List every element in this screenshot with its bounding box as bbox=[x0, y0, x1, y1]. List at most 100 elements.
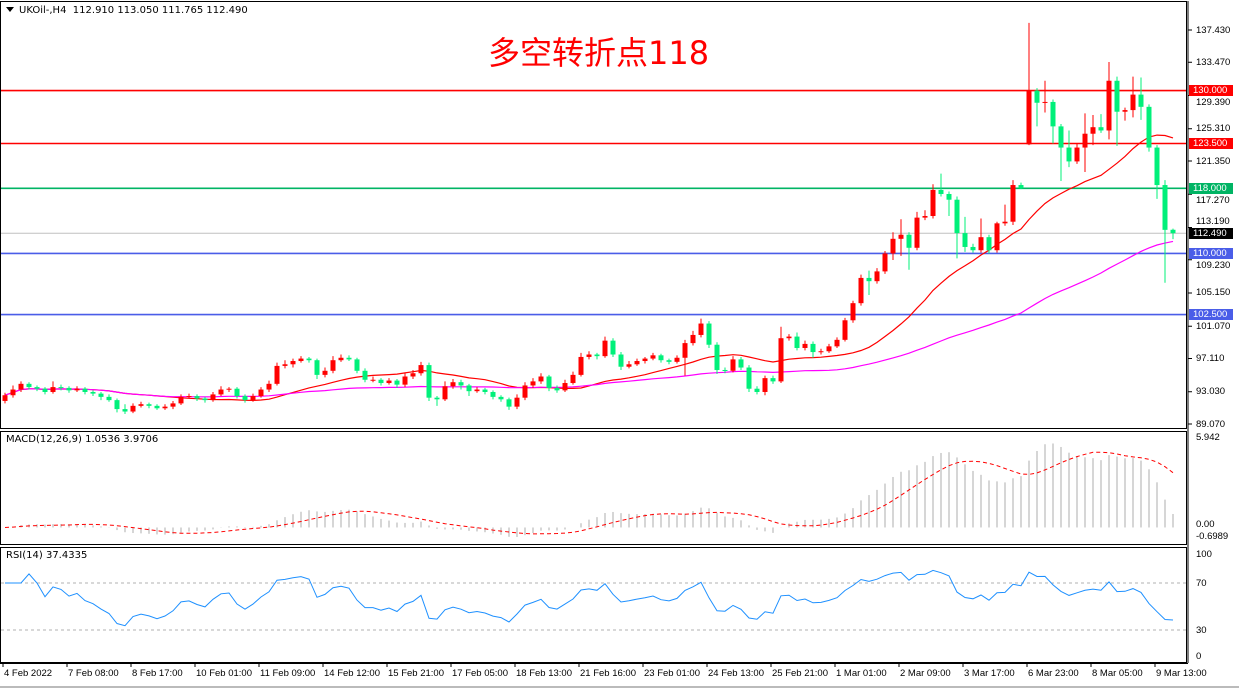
candle-bear bbox=[482, 389, 488, 392]
candle-bull bbox=[642, 358, 648, 362]
candle-bull bbox=[530, 381, 536, 386]
candle-bull bbox=[474, 389, 480, 392]
candle-bear bbox=[394, 380, 400, 385]
candle-bear bbox=[754, 388, 760, 392]
candle-bear bbox=[722, 369, 728, 371]
candle-bull bbox=[1082, 133, 1088, 148]
candle-bear bbox=[986, 237, 992, 251]
candle-bull bbox=[370, 379, 376, 381]
candle-bull bbox=[1042, 101, 1048, 103]
candle-bear bbox=[706, 323, 712, 345]
candle-bull bbox=[1002, 221, 1008, 224]
candle-bear bbox=[498, 396, 504, 400]
candle-bear bbox=[1138, 94, 1144, 107]
candle-bull bbox=[282, 364, 288, 366]
candle-bear bbox=[434, 397, 440, 400]
candle-bull bbox=[858, 277, 864, 304]
price-tag-110.000: 110.000 bbox=[1189, 247, 1233, 259]
candle-bear bbox=[114, 400, 120, 410]
candle-bear bbox=[906, 234, 912, 248]
symbol-label: UKOil-,H4 bbox=[19, 5, 67, 16]
price-tag-130.000: 130.000 bbox=[1189, 85, 1233, 97]
candle-bull bbox=[522, 385, 528, 398]
candle-bull bbox=[258, 389, 264, 397]
candle-bull bbox=[842, 320, 848, 340]
time-tick-label: 10 Feb 01:00 bbox=[196, 668, 252, 679]
candle-bear bbox=[946, 194, 952, 200]
candle-bull bbox=[674, 357, 680, 362]
price-tick-label: 101.070 bbox=[1196, 320, 1231, 332]
chart-annotation-text: 多空转折点118 bbox=[488, 34, 710, 72]
candle-bull bbox=[802, 343, 808, 348]
time-axis-line bbox=[0, 663, 1188, 664]
candle-bull bbox=[322, 370, 328, 375]
candle-bull bbox=[266, 383, 272, 390]
candle-bull bbox=[826, 346, 832, 352]
candle-bull bbox=[410, 373, 416, 377]
price-tick-label: 133.470 bbox=[1196, 56, 1231, 68]
time-tick-label: 9 Mar 13:00 bbox=[1156, 668, 1207, 679]
price-chart-panel[interactable] bbox=[0, 1, 1187, 429]
candle-bull bbox=[330, 360, 336, 371]
candle-bull bbox=[274, 365, 280, 384]
candle-bull bbox=[978, 237, 984, 251]
time-tick-label: 3 Mar 17:00 bbox=[964, 668, 1015, 679]
candle-bull bbox=[898, 234, 904, 239]
candle-bull bbox=[1074, 147, 1080, 162]
price-tag-102.500: 102.500 bbox=[1189, 309, 1233, 321]
rsi-title: RSI(14) 37.4335 bbox=[6, 550, 88, 561]
rsi-tick-label: 0 bbox=[1196, 651, 1202, 662]
candle-bull bbox=[50, 387, 56, 392]
price-tag-118.000: 118.000 bbox=[1189, 182, 1233, 194]
candle-bull bbox=[186, 396, 192, 398]
candle-bear bbox=[1018, 185, 1024, 189]
candle-bull bbox=[298, 358, 304, 362]
time-tick-label: 8 Mar 05:00 bbox=[1092, 668, 1143, 679]
rsi-tick-label: 30 bbox=[1196, 624, 1207, 636]
candle-bear bbox=[714, 344, 720, 370]
candle-bull bbox=[1010, 185, 1016, 222]
candle-bear bbox=[866, 277, 872, 282]
candle-bear bbox=[810, 343, 816, 353]
candle-bear bbox=[362, 370, 368, 380]
candle-bull bbox=[922, 216, 928, 218]
macd-signal-line bbox=[4, 451, 1174, 535]
ohlc-readout: 112.910 113.050 111.765 112.490 bbox=[72, 5, 248, 16]
candle-bull bbox=[602, 340, 608, 357]
candle-bull bbox=[1090, 127, 1096, 134]
candle-bear bbox=[1146, 106, 1152, 148]
candle-bull bbox=[850, 303, 856, 321]
candle-bear bbox=[378, 379, 384, 384]
candle-bull bbox=[818, 351, 824, 353]
candle-bull bbox=[578, 356, 584, 375]
price-tick-label: 125.310 bbox=[1196, 123, 1231, 135]
candle-bull bbox=[1026, 90, 1032, 145]
time-tick-label: 7 Feb 08:00 bbox=[68, 668, 119, 679]
time-tick-label: 14 Feb 12:00 bbox=[324, 668, 380, 679]
candle-bull bbox=[130, 405, 136, 412]
time-tick-label: 17 Feb 05:00 bbox=[452, 668, 508, 679]
candle-bull bbox=[290, 361, 296, 365]
candle-bull bbox=[250, 396, 256, 401]
candle-bear bbox=[82, 388, 88, 392]
candle-bull bbox=[538, 376, 544, 382]
candle-bear bbox=[954, 199, 960, 234]
time-tick-label: 6 Mar 23:00 bbox=[1028, 668, 1079, 679]
rsi-line bbox=[5, 569, 1174, 627]
candle-bear bbox=[794, 336, 800, 348]
price-tick-label: 113.190 bbox=[1196, 215, 1230, 227]
candle-bull bbox=[450, 382, 456, 387]
time-tick-label: 21 Feb 16:00 bbox=[580, 668, 636, 679]
macd-axis-bottom: -0.6989 bbox=[1196, 531, 1229, 542]
candle-bull bbox=[1122, 110, 1128, 112]
time-tick-label: 2 Mar 09:00 bbox=[900, 668, 951, 679]
macd-axis-zero: 0.00 bbox=[1196, 519, 1215, 530]
candle-bear bbox=[554, 387, 560, 391]
candle-bull bbox=[162, 406, 168, 409]
dropdown-triangle-icon[interactable] bbox=[6, 7, 14, 12]
candle-bear bbox=[154, 405, 160, 409]
candle-bear bbox=[458, 382, 464, 386]
candle-bull bbox=[18, 383, 24, 390]
candle-bull bbox=[682, 343, 688, 358]
